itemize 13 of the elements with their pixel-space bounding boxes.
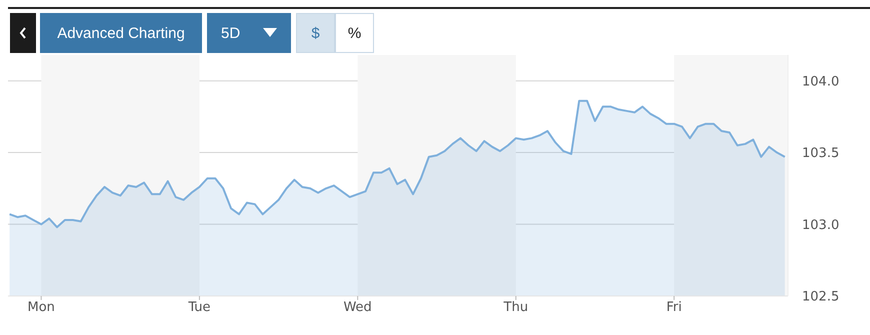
x-tick-label: Thu bbox=[502, 300, 528, 316]
y-tick-label: 102.5 bbox=[802, 290, 840, 305]
x-tick-label: Wed bbox=[343, 300, 372, 316]
y-tick-label: 104.0 bbox=[802, 74, 840, 90]
x-tick-label: Mon bbox=[28, 300, 55, 316]
y-tick-label: 103.0 bbox=[802, 218, 840, 233]
text: 5D bbox=[221, 24, 240, 42]
y-tick-label: 103.5 bbox=[802, 146, 840, 162]
text: Advanced Charting bbox=[57, 24, 185, 42]
text: $ bbox=[311, 24, 320, 42]
x-tick-label: Tue bbox=[187, 300, 211, 316]
x-tick-label: Fri bbox=[666, 300, 682, 316]
text: % bbox=[348, 24, 362, 42]
